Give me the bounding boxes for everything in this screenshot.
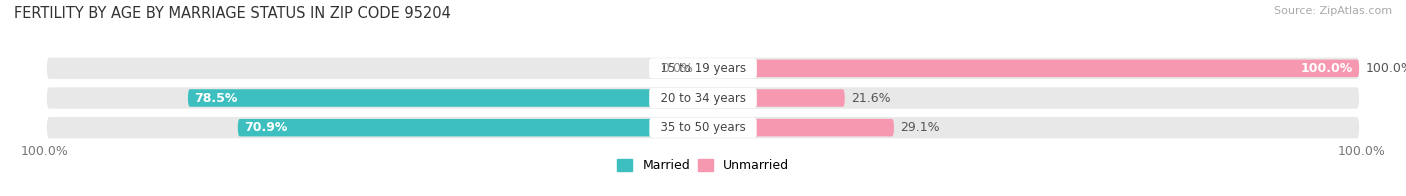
Text: 100.0%: 100.0% [1365, 62, 1406, 75]
Text: 15 to 19 years: 15 to 19 years [652, 62, 754, 75]
Text: 100.0%: 100.0% [1301, 62, 1353, 75]
Text: 29.1%: 29.1% [900, 121, 941, 134]
Legend: Married, Unmarried: Married, Unmarried [612, 154, 794, 177]
Text: 100.0%: 100.0% [21, 145, 69, 159]
Text: 100.0%: 100.0% [1337, 145, 1385, 159]
FancyBboxPatch shape [703, 60, 1360, 77]
Text: 21.6%: 21.6% [851, 92, 891, 104]
FancyBboxPatch shape [703, 89, 845, 107]
FancyBboxPatch shape [46, 58, 1360, 79]
FancyBboxPatch shape [188, 89, 703, 107]
Text: 70.9%: 70.9% [245, 121, 288, 134]
Text: 20 to 34 years: 20 to 34 years [652, 92, 754, 104]
FancyBboxPatch shape [703, 119, 894, 136]
Text: 0.0%: 0.0% [661, 62, 693, 75]
Text: 35 to 50 years: 35 to 50 years [652, 121, 754, 134]
FancyBboxPatch shape [46, 87, 1360, 109]
Text: FERTILITY BY AGE BY MARRIAGE STATUS IN ZIP CODE 95204: FERTILITY BY AGE BY MARRIAGE STATUS IN Z… [14, 6, 451, 21]
Text: Source: ZipAtlas.com: Source: ZipAtlas.com [1274, 6, 1392, 16]
FancyBboxPatch shape [238, 119, 703, 136]
FancyBboxPatch shape [46, 117, 1360, 138]
Text: 78.5%: 78.5% [194, 92, 238, 104]
